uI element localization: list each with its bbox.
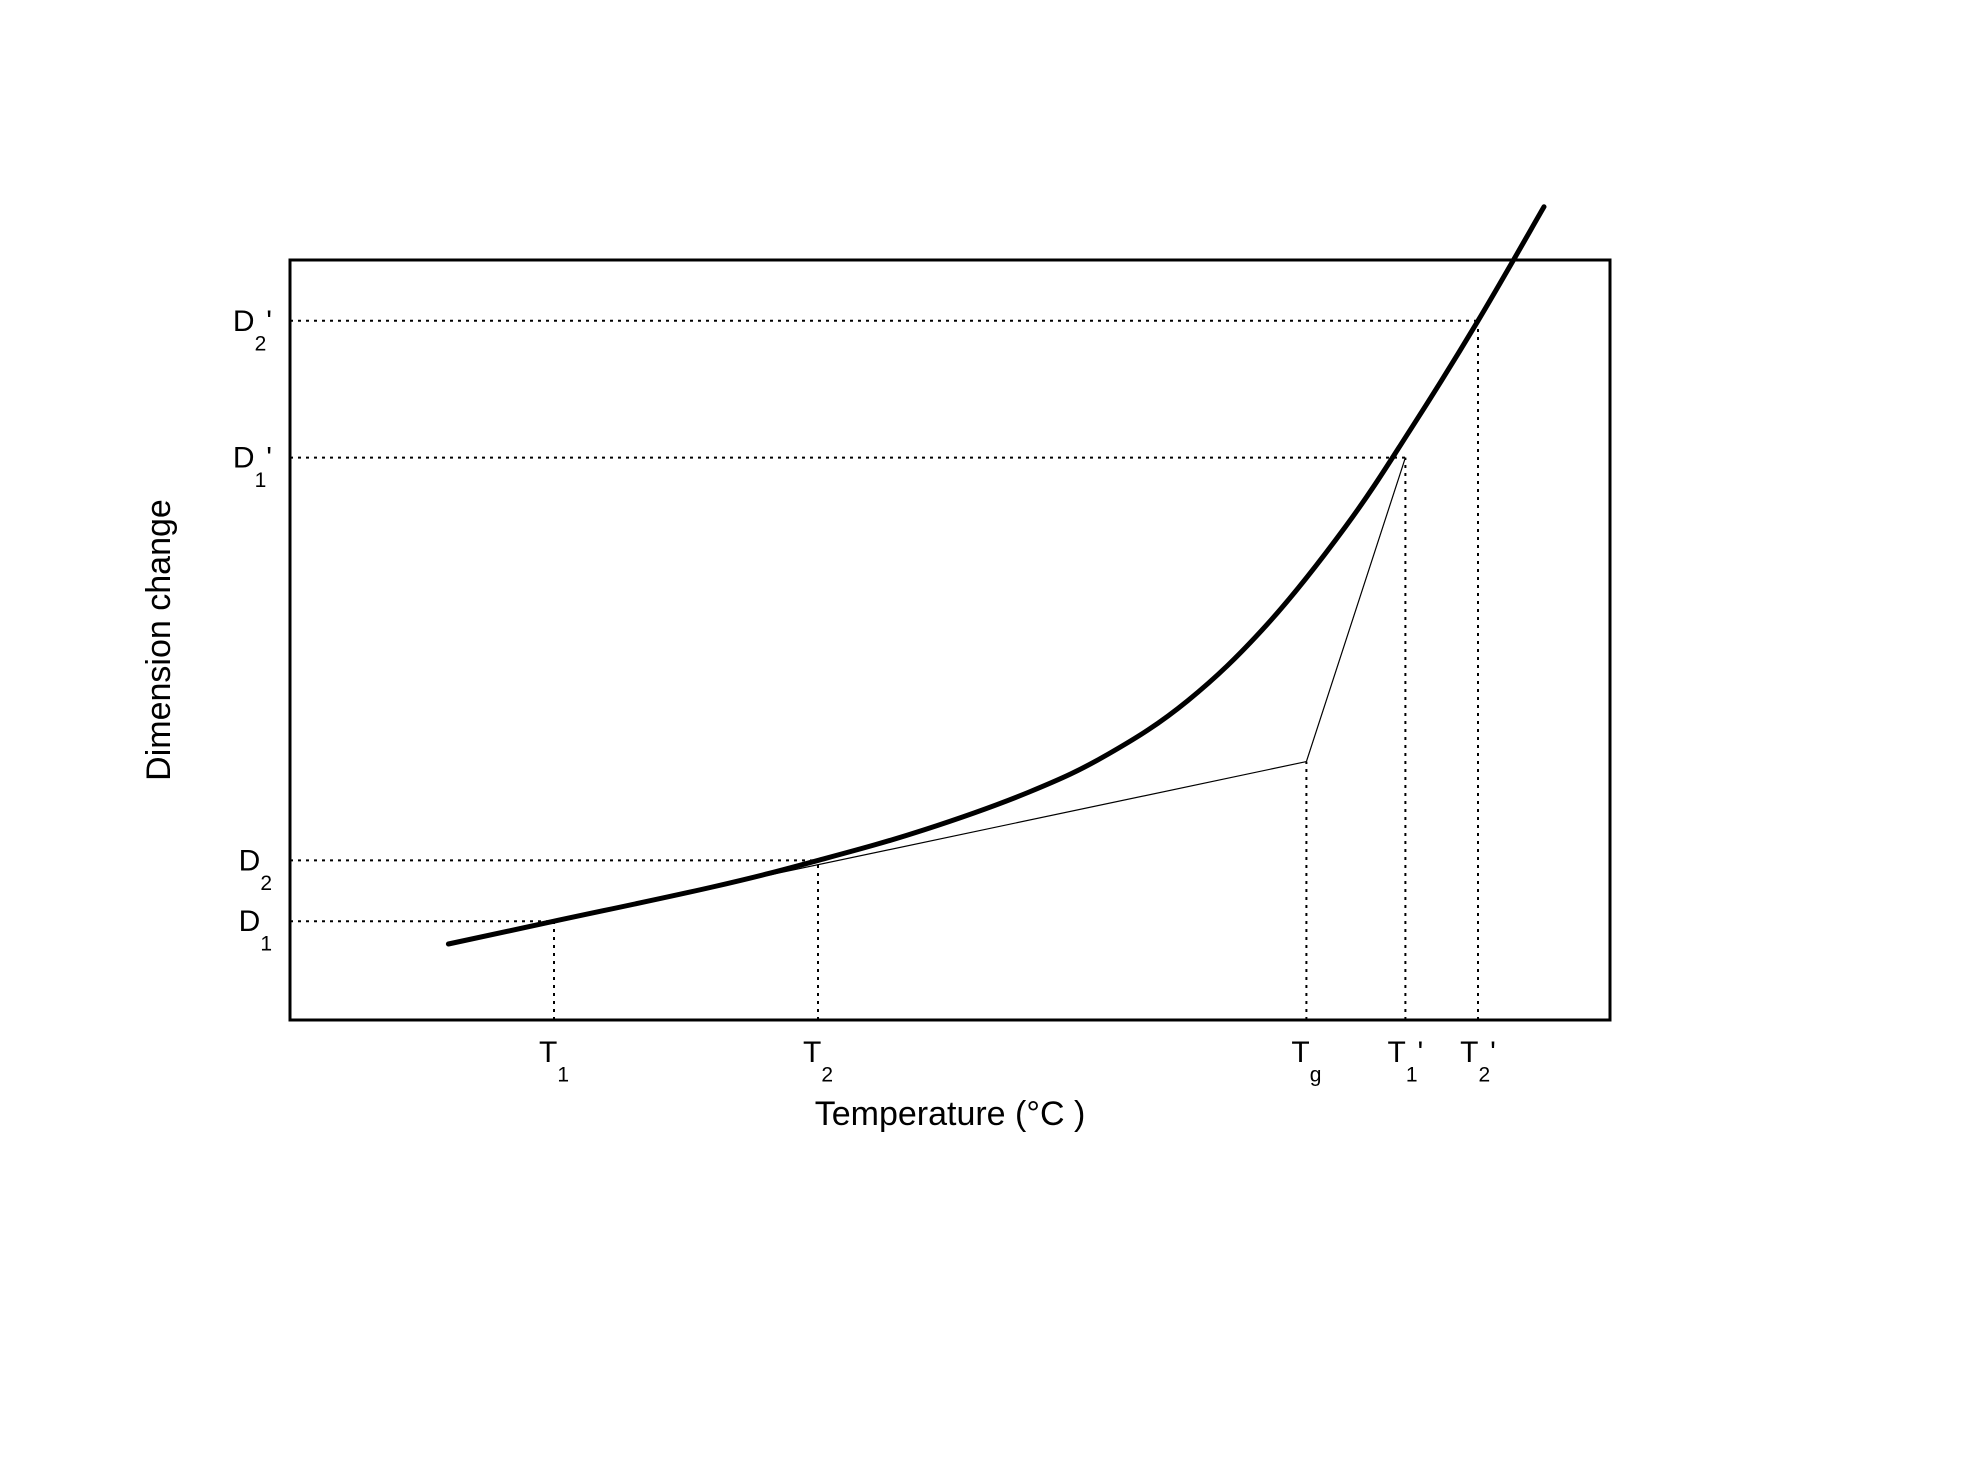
chart-container: T1T2TgT1'T2'D1D2D1'D2'Temperature (°C )D… — [0, 0, 1973, 1462]
x-axis-label: Temperature (°C ) — [815, 1095, 1086, 1133]
glass-transition-chart: T1T2TgT1'T2'D1D2D1'D2'Temperature (°C )D… — [0, 0, 1973, 1462]
y-axis-label: Dimension change — [140, 499, 178, 781]
